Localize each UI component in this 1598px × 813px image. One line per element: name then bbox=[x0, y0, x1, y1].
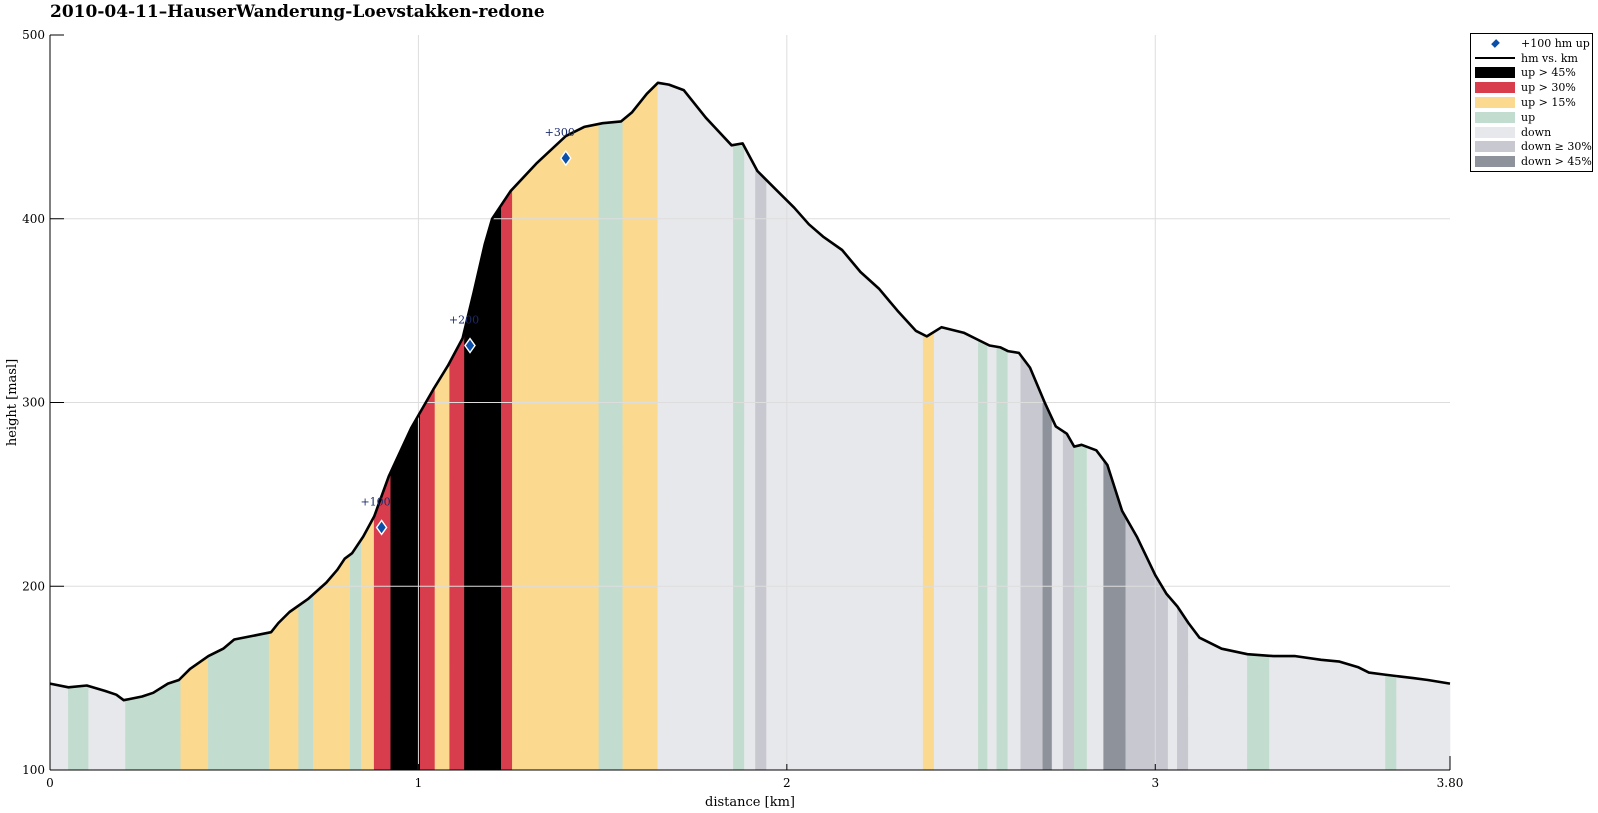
legend-label: up bbox=[1521, 110, 1536, 124]
segment-up bbox=[978, 339, 988, 771]
segment-up bbox=[1073, 444, 1088, 771]
segment-down bbox=[1167, 594, 1178, 771]
segment-up30 bbox=[419, 385, 436, 771]
legend-label: up > 45% bbox=[1521, 66, 1576, 80]
segment-down30 bbox=[1177, 605, 1189, 771]
segment-up bbox=[349, 538, 362, 771]
y-tick-label: 300 bbox=[22, 396, 45, 410]
y-tick-label: 500 bbox=[22, 28, 45, 42]
marker-label: +300 bbox=[545, 126, 575, 139]
legend-swatch bbox=[1475, 110, 1515, 125]
legend-swatch bbox=[1475, 154, 1515, 169]
segment-up bbox=[1247, 653, 1270, 771]
x-tick-label: 3.80 bbox=[1437, 776, 1464, 790]
segment-down bbox=[49, 683, 69, 771]
legend-label: +100 hm up bbox=[1521, 36, 1590, 50]
segment-up bbox=[598, 119, 624, 771]
marker-label: +100 bbox=[360, 495, 390, 508]
segment-up15 bbox=[622, 82, 659, 771]
x-tick-label: 0 bbox=[46, 776, 54, 790]
legend-swatch bbox=[1475, 125, 1515, 140]
segment-down bbox=[766, 179, 924, 771]
marker-label: +200 bbox=[449, 314, 479, 327]
segment-up15 bbox=[922, 331, 935, 771]
segment-up bbox=[996, 346, 1009, 771]
segment-down30 bbox=[755, 167, 767, 771]
legend-item-up15: up > 15% bbox=[1471, 95, 1592, 110]
legend: +100 hm up hm vs. km up > 45% up > 30% up > … bbox=[1470, 33, 1593, 173]
y-axis-label: height [masl] bbox=[5, 359, 20, 446]
legend-swatch bbox=[1475, 51, 1515, 66]
segment-up15 bbox=[434, 362, 451, 771]
chart-title: 2010-04-11–HauserWanderung-Loevstakken-r… bbox=[50, 2, 545, 22]
legend-item-up45: up > 45% bbox=[1471, 66, 1592, 81]
x-tick-label: 2 bbox=[783, 776, 791, 790]
y-tick-label: 100 bbox=[22, 763, 45, 777]
segment-down bbox=[987, 344, 998, 771]
legend-swatch bbox=[1475, 66, 1515, 81]
segment-up15 bbox=[512, 123, 600, 771]
segment-down30 bbox=[1020, 354, 1044, 771]
legend-label: hm vs. km bbox=[1521, 51, 1578, 65]
axes: 0 1 2 3 3.80 100 200 300 400 500 distance [km] heig… bbox=[5, 28, 1463, 810]
segment-down bbox=[657, 82, 734, 771]
segment-down bbox=[1188, 622, 1248, 771]
segment-down30 bbox=[1062, 430, 1075, 771]
x-tick-label: 3 bbox=[1151, 776, 1159, 790]
legend-item-down: down bbox=[1471, 125, 1592, 140]
segment-down bbox=[1051, 418, 1064, 771]
segment-down45 bbox=[1103, 459, 1127, 771]
segment-up bbox=[298, 593, 314, 771]
gradient-segments bbox=[49, 82, 1451, 771]
segment-down45 bbox=[1042, 397, 1053, 771]
segment-down bbox=[1396, 675, 1451, 771]
legend-item-marker: +100 hm up bbox=[1471, 36, 1592, 51]
legend-swatch bbox=[1475, 140, 1515, 155]
legend-swatch bbox=[1475, 36, 1515, 51]
segment-down bbox=[933, 326, 979, 771]
y-tick-label: 400 bbox=[22, 212, 45, 226]
x-axis-label: distance [km] bbox=[705, 795, 795, 810]
segment-up15 bbox=[360, 516, 375, 771]
segment-up45 bbox=[464, 204, 502, 771]
legend-swatch bbox=[1475, 80, 1515, 95]
x-tick-label: 1 bbox=[415, 776, 423, 790]
legend-item-up: up bbox=[1471, 110, 1592, 125]
legend-item-down30: down ≥ 30% bbox=[1471, 140, 1592, 155]
segment-up bbox=[208, 632, 270, 771]
legend-item-up30: up > 30% bbox=[1471, 80, 1592, 95]
legend-label: up > 15% bbox=[1521, 96, 1576, 110]
segment-up bbox=[1385, 674, 1397, 771]
segment-up30 bbox=[449, 330, 465, 771]
segment-up30 bbox=[373, 471, 392, 771]
profile-line-layer bbox=[49, 81, 1451, 702]
markers-layer: +100 +200 +300 bbox=[360, 126, 575, 536]
legend-item-line: hm vs. km bbox=[1471, 51, 1592, 66]
segment-down bbox=[1007, 350, 1022, 771]
legend-item-down45: down > 45% bbox=[1471, 154, 1592, 169]
segment-up bbox=[733, 143, 745, 771]
y-tick-label: 200 bbox=[22, 579, 45, 593]
segment-down bbox=[744, 146, 756, 771]
marker-diamond bbox=[375, 519, 388, 536]
segment-up45 bbox=[390, 410, 421, 771]
segment-up30 bbox=[500, 188, 513, 771]
grid-lines bbox=[50, 35, 1450, 770]
segment-up bbox=[68, 685, 90, 771]
profile-line bbox=[49, 81, 1451, 702]
legend-swatch bbox=[1475, 95, 1515, 110]
legend-label: down bbox=[1521, 125, 1552, 139]
legend-label: down ≥ 30% bbox=[1521, 140, 1592, 154]
segment-down bbox=[1086, 446, 1105, 771]
legend-label: up > 30% bbox=[1521, 81, 1576, 95]
segment-up15 bbox=[313, 554, 351, 771]
legend-label: down > 45% bbox=[1521, 155, 1592, 169]
marker-diamond bbox=[559, 149, 572, 167]
marker-diamond bbox=[464, 337, 476, 354]
